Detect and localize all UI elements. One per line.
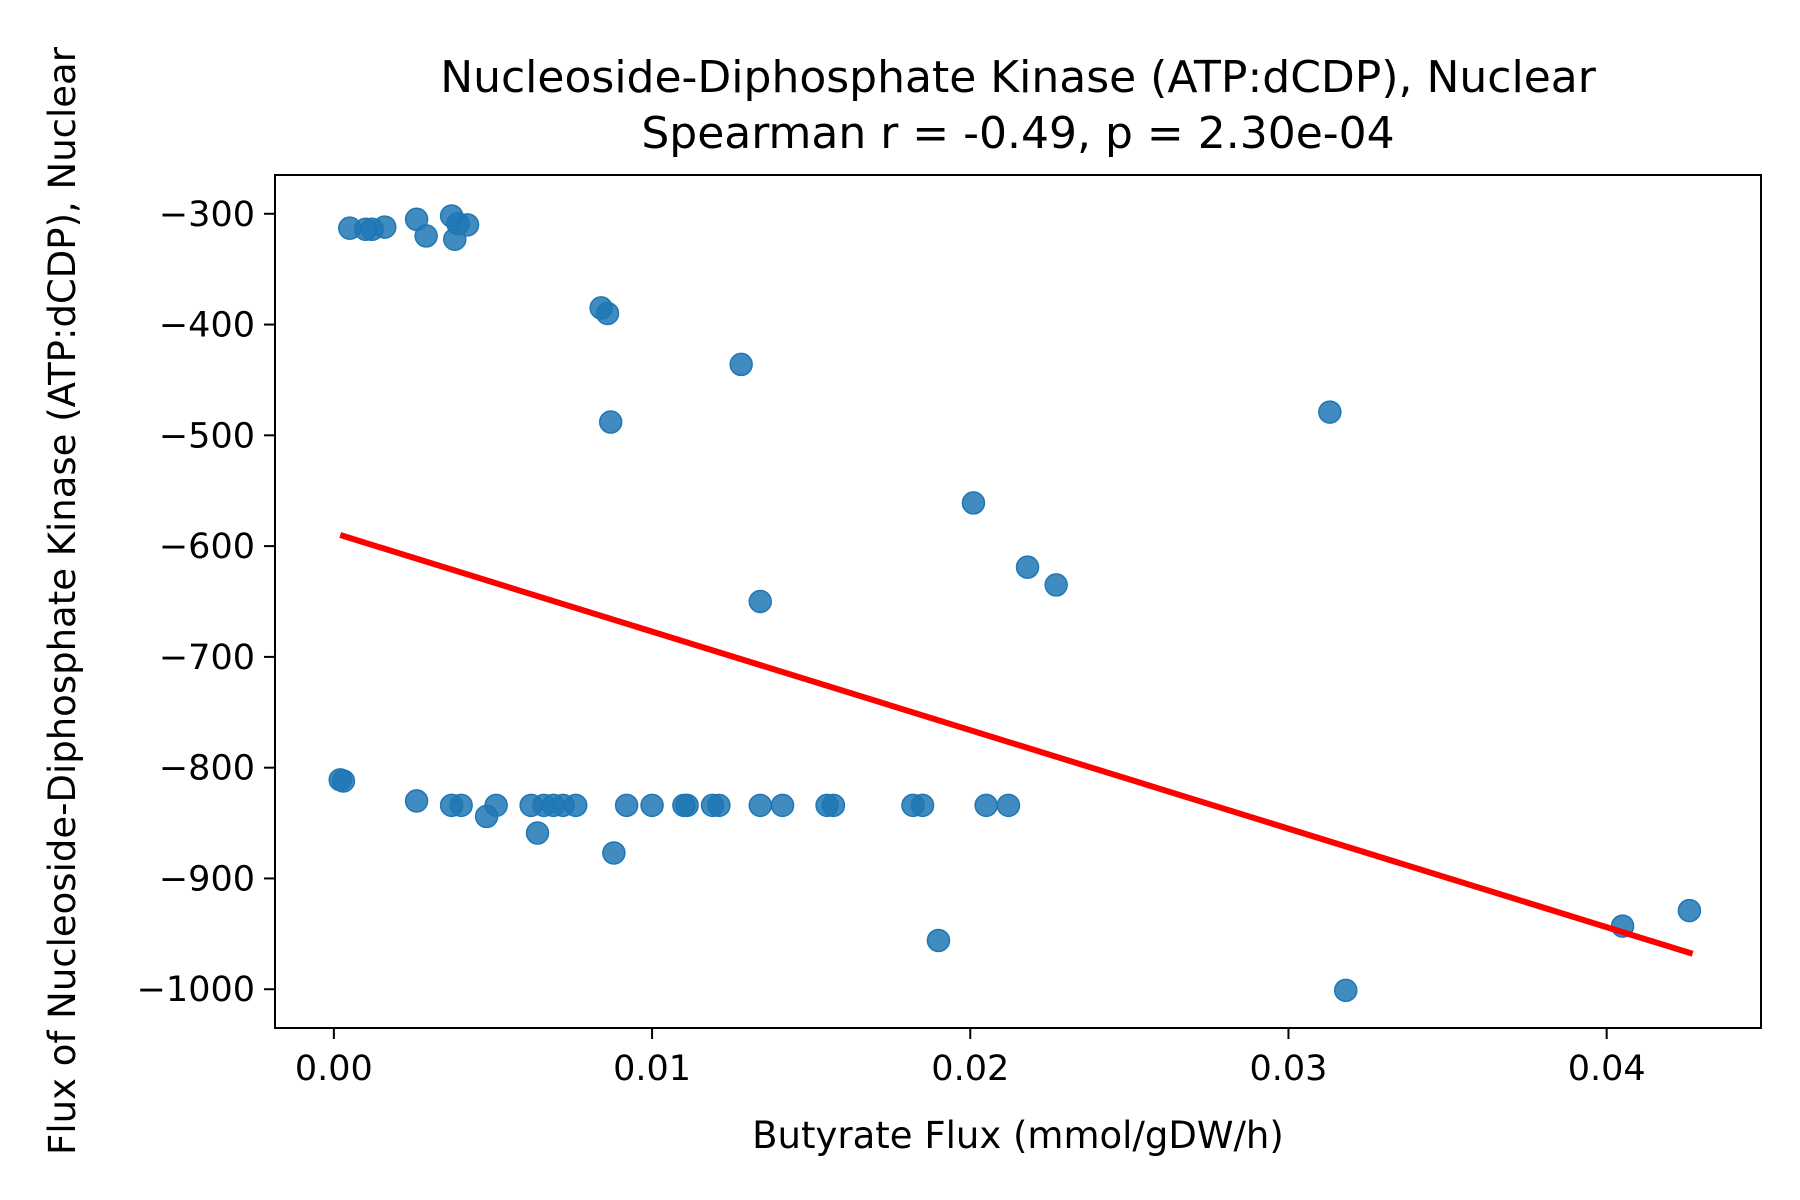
data-point	[729, 352, 753, 377]
data-point	[996, 793, 1021, 818]
x-tick-label: 0.01	[613, 1049, 691, 1089]
data-point	[414, 224, 438, 248]
data-point	[563, 793, 588, 818]
data-point	[707, 793, 731, 818]
data-point	[748, 589, 773, 614]
y-tick-label: −800	[159, 749, 255, 789]
data-point	[602, 841, 626, 865]
y-tick-label: −900	[159, 859, 255, 899]
data-point	[770, 793, 795, 818]
x-axis-label: Butyrate Flux (mmol/gDW/h)	[752, 1114, 1284, 1157]
y-tick-label: −500	[159, 416, 255, 456]
data-point	[455, 213, 480, 237]
data-point	[404, 789, 429, 813]
data-point	[331, 769, 356, 793]
y-tick-label: −700	[159, 638, 255, 678]
data-point	[1333, 978, 1358, 1003]
x-tick-label: 0.02	[931, 1049, 1009, 1089]
data-point	[640, 793, 664, 818]
y-tick-label: −300	[159, 195, 255, 235]
data-point	[595, 301, 620, 326]
y-tick-label: −600	[159, 527, 255, 567]
data-point	[675, 793, 699, 818]
data-point	[974, 793, 998, 818]
data-point	[484, 793, 508, 818]
chart-title: Nucleoside-Diphosphate Kinase (ATP:dCDP)…	[440, 52, 1597, 103]
data-point	[1044, 573, 1068, 597]
data-point	[598, 410, 623, 434]
data-point	[373, 215, 397, 239]
data-point	[821, 793, 846, 818]
chart-subtitle: Spearman r = -0.49, p = 2.30e-04	[641, 108, 1394, 159]
y-axis-label: Flux of Nucleoside-Diphosphate Kinase (A…	[41, 46, 84, 1155]
trend-line	[339, 532, 1694, 957]
data-point	[926, 928, 951, 953]
data-point	[614, 793, 639, 818]
plot-frame	[274, 174, 1762, 1029]
x-tick-label: 0.04	[1568, 1049, 1646, 1089]
y-axis: −300 −400 −500 −600 −700 −800 −900 −1000	[137, 195, 275, 1010]
x-tick-label: 0.03	[1250, 1049, 1328, 1089]
data-point	[910, 793, 935, 818]
y-tick-label: −1000	[137, 970, 255, 1010]
x-axis: 0.00 0.01 0.02 0.03 0.04	[295, 1028, 1646, 1089]
data-point	[961, 491, 986, 515]
data-point	[748, 793, 773, 818]
data-point	[1015, 555, 1040, 579]
y-tick-label: −400	[159, 306, 255, 346]
data-point	[449, 793, 473, 818]
plot-area	[328, 204, 1702, 1003]
data-point	[525, 821, 550, 845]
x-tick-label: 0.00	[295, 1049, 373, 1089]
data-point	[1677, 898, 1702, 923]
data-point	[1318, 400, 1342, 424]
